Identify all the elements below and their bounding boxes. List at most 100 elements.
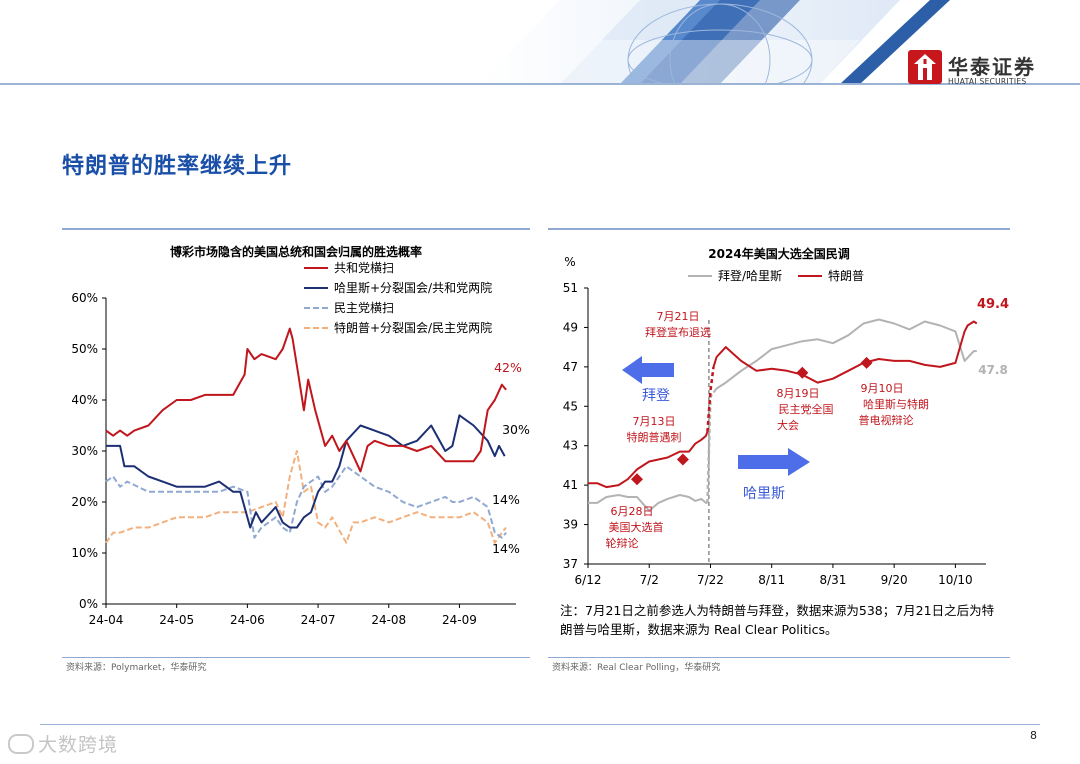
left-annotation: 30% xyxy=(502,422,530,437)
event-marker xyxy=(630,473,643,486)
left-series-line xyxy=(105,327,507,473)
right-series-line xyxy=(712,320,978,384)
event-marker xyxy=(860,356,873,369)
right-panel-bottom-rule xyxy=(548,657,1010,658)
right-series-line xyxy=(588,494,708,512)
watermark-icon xyxy=(8,734,34,754)
right-y-tick-label: 37 xyxy=(563,557,578,571)
right-chart-legend: 拜登/哈里斯 特朗普 xyxy=(688,268,864,283)
right-series-line xyxy=(588,431,709,489)
left-y-tick-label: 50% xyxy=(71,342,98,356)
left-y-tick-label: 60% xyxy=(71,291,98,305)
right-annotation: 7月21日 xyxy=(657,310,700,323)
right-annotation: 6月28日 xyxy=(611,505,654,518)
right-x-tick-label: 8/31 xyxy=(819,573,846,587)
left-chart-axes: 0% 10% 20% 30% 40% 50% 60% 24-04 24-05 24-06 24-07… xyxy=(71,291,516,627)
right-annotation: 9月10日 xyxy=(861,382,904,395)
left-x-tick-label: 24-07 xyxy=(301,613,336,627)
right-chart-axes: 37 39 41 43 45 47 49 51 6/12 7/2 7/22 8/11 8/31 9/20 1… xyxy=(563,281,986,587)
left-annotation: 42% xyxy=(494,360,522,375)
right-annotation: 47.8 xyxy=(978,363,1008,377)
left-y-tick-label: 20% xyxy=(71,495,98,509)
watermark-text: 大数跨境 xyxy=(38,734,119,756)
right-y-tick-label: 43 xyxy=(563,439,578,453)
left-chart-annotations: 42% 30% 14% 14% xyxy=(492,360,530,556)
left-x-tick-label: 24-05 xyxy=(159,613,194,627)
right-x-tick-label: 7/22 xyxy=(697,573,724,587)
right-y-tick-label: 45 xyxy=(563,399,578,413)
right-annotation: 拜登 xyxy=(642,388,670,404)
right-y-tick-label: 51 xyxy=(563,281,578,295)
right-legend-label: 拜登/哈里斯 xyxy=(718,268,782,283)
right-x-tick-label: 7/2 xyxy=(640,573,659,587)
chart-note: 注：7月21日之前参选人为特朗普与拜登，数据来源为538；7月21日之后为特朗普… xyxy=(560,603,995,637)
left-panel-top-rule xyxy=(62,228,530,230)
left-source: 资料来源：Polymarket，华泰研究 xyxy=(66,663,207,673)
header-divider xyxy=(0,83,1080,85)
footer-divider xyxy=(40,724,1040,725)
right-annotation: 大会 xyxy=(777,418,799,432)
left-y-tick-label: 30% xyxy=(71,444,98,458)
right-chart-title: 2024年美国大选全国民调 xyxy=(708,246,849,261)
right-panel-top-rule xyxy=(548,228,1010,230)
harris-arrow-icon xyxy=(738,448,810,476)
right-y-tick-label: 47 xyxy=(563,360,578,374)
left-series-line xyxy=(106,414,506,529)
left-series-line xyxy=(105,450,507,544)
left-series-line xyxy=(105,465,507,539)
right-annotation: 普电视辩论 xyxy=(859,413,914,427)
right-series-transition xyxy=(706,366,715,432)
right-annotation: 民主党全国 xyxy=(779,402,834,416)
right-x-tick-label: 9/20 xyxy=(881,573,908,587)
left-chart-title: 博彩市场隐含的美国总统和国会归属的胜选概率 xyxy=(170,244,422,259)
right-annotation: 8月19日 xyxy=(777,387,820,400)
huatai-logo-icon xyxy=(908,50,942,84)
page-title: 特朗普的胜率继续上升 xyxy=(62,154,293,179)
right-annotation: 特朗普遇刺 xyxy=(627,430,682,444)
brand-name-cn: 华泰证券 xyxy=(948,55,1036,79)
event-marker xyxy=(676,453,689,466)
left-x-tick-label: 24-08 xyxy=(371,613,406,627)
left-annotation: 14% xyxy=(492,492,520,507)
left-y-tick-label: 10% xyxy=(71,546,98,560)
event-marker xyxy=(796,366,809,379)
left-y-tick-label: 40% xyxy=(71,393,98,407)
right-annotation: 拜登宣布退选 xyxy=(645,325,711,339)
left-x-tick-label: 24-04 xyxy=(89,613,124,627)
right-chart: 2024年美国大选全国民调 % 拜登/哈里斯 特朗普 37 39 41 43 45 47 49… xyxy=(563,246,1010,587)
right-x-tick-label: 6/12 xyxy=(575,573,602,587)
right-annotation: 哈里斯与特朗 xyxy=(863,397,929,411)
left-chart-series xyxy=(105,327,507,544)
right-y-tick-label: 41 xyxy=(563,478,578,492)
right-y-tick-label: 39 xyxy=(563,518,578,532)
left-annotation: 14% xyxy=(492,541,520,556)
right-x-tick-label: 8/11 xyxy=(758,573,785,587)
left-panel-bottom-rule xyxy=(62,657,530,658)
right-legend-label: 特朗普 xyxy=(828,268,864,283)
watermark: 大数跨境 xyxy=(8,730,118,757)
page-number: 8 xyxy=(1030,729,1037,742)
brand-logo: 华泰证券 HUATAI SECURITIES xyxy=(908,48,1040,90)
brand-name-en: HUATAI SECURITIES xyxy=(948,77,1027,86)
left-legend-label: 哈里斯+分裂国会/共和党两院 xyxy=(334,280,492,295)
right-annotation: 哈里斯 xyxy=(743,486,785,502)
right-annotation: 7月13日 xyxy=(633,415,676,428)
left-y-tick-label: 0% xyxy=(79,597,98,611)
left-x-tick-label: 24-06 xyxy=(230,613,265,627)
right-x-tick-label: 10/10 xyxy=(938,573,973,587)
right-y-tick-label: 49 xyxy=(563,320,578,334)
left-legend-label: 特朗普+分裂国会/民主党两院 xyxy=(334,320,492,335)
right-series-line xyxy=(712,318,977,394)
left-legend-label: 民主党横扫 xyxy=(334,300,394,315)
right-source: 资料来源：Real Clear Polling，华泰研究 xyxy=(552,663,721,673)
right-annotation: 轮辩论 xyxy=(606,536,639,550)
left-x-tick-label: 24-09 xyxy=(442,613,477,627)
right-annotation: 美国大选首 xyxy=(609,520,664,534)
right-chart-ylabel: % xyxy=(564,255,575,269)
biden-arrow-icon xyxy=(622,356,674,384)
left-chart: 博彩市场隐含的美国总统和国会归属的胜选概率 共和党横扫哈里斯+分裂国会/共和党两… xyxy=(71,244,530,627)
right-annotation: 49.4 xyxy=(977,297,1009,312)
right-chart-series xyxy=(588,318,978,512)
